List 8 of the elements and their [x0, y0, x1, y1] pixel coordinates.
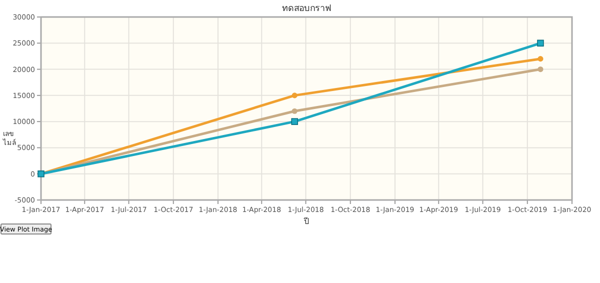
point [291, 118, 298, 125]
chart-title: ทดสอบกราฟ [282, 4, 331, 14]
point [537, 40, 544, 47]
point [538, 56, 544, 62]
point [292, 108, 298, 114]
x-axis-title: ปี [303, 217, 309, 226]
point [292, 92, 298, 98]
point [538, 66, 544, 72]
